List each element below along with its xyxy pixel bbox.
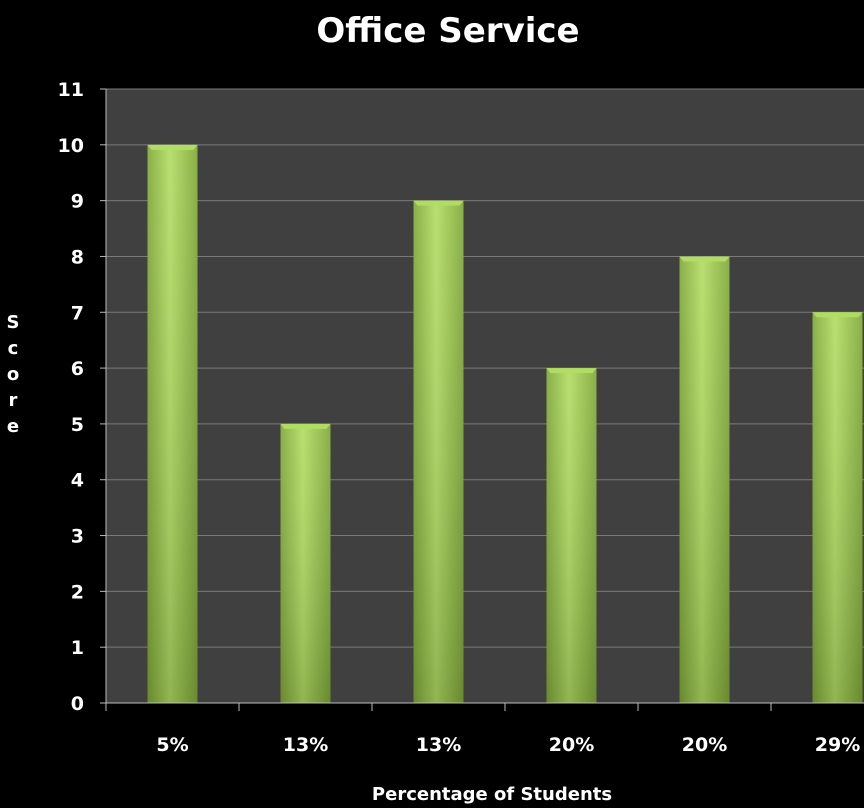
y-axis: 0 1 2 3 4 5 6 7 8 9 10 11	[58, 79, 107, 715]
y-tick-label: 10	[58, 135, 84, 157]
bar	[147, 144, 198, 703]
bar	[413, 200, 464, 704]
bar	[812, 312, 863, 703]
y-tick-label: 8	[71, 246, 84, 268]
chart-title: Office Service	[316, 11, 579, 51]
x-tick-label: 20%	[682, 734, 727, 756]
x-axis: 5% 13% 13% 20% 20% 29%	[105, 702, 864, 756]
x-tick-label: 13%	[283, 734, 328, 756]
y-tick-label: 2	[71, 581, 84, 603]
bar	[280, 423, 331, 703]
y-tick-label: 9	[71, 191, 84, 213]
y-tick-label: 4	[71, 470, 84, 492]
bars	[147, 144, 863, 704]
plot-area	[106, 89, 864, 703]
y-tick-label: 3	[71, 526, 84, 548]
bar	[679, 256, 730, 703]
x-tick-label: 29%	[815, 734, 860, 756]
y-tick-label: 11	[58, 79, 84, 101]
gridlines	[106, 88, 864, 648]
x-tick-label: 5%	[156, 734, 188, 756]
y-tick-label: 7	[71, 302, 84, 324]
x-tick-label: 13%	[416, 734, 461, 756]
y-tick-label: 6	[71, 358, 84, 380]
x-axis-title: Percentage of Students	[372, 784, 612, 805]
bar	[546, 368, 597, 703]
y-tick-label: 5	[71, 414, 84, 436]
x-tick-label: 20%	[549, 734, 594, 756]
y-tick-label: 1	[71, 637, 84, 659]
y-tick-label: 0	[71, 693, 84, 715]
